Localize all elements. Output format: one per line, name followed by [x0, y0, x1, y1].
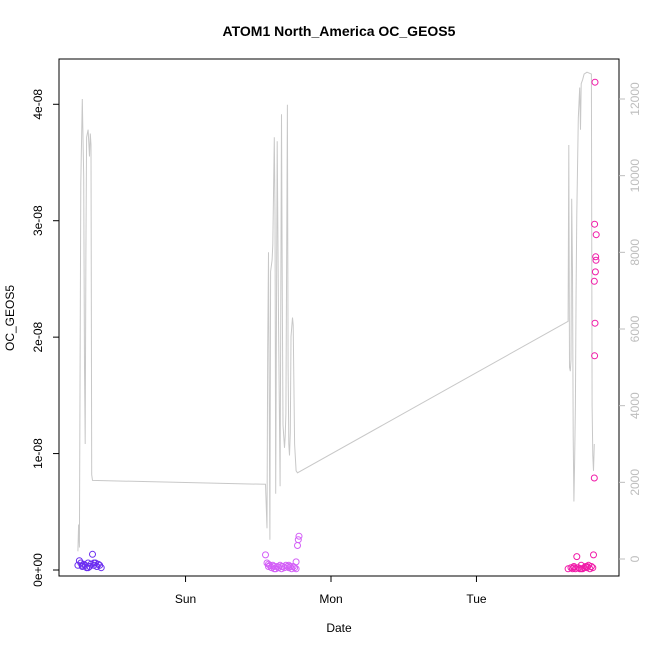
- data-point: [262, 551, 269, 559]
- data-point: [285, 561, 293, 569]
- x-axis-label: Date: [326, 621, 352, 635]
- y-tick-label: 1e-08: [31, 438, 45, 469]
- data-point: [591, 319, 599, 327]
- data-point: [89, 550, 96, 558]
- y2-tick-label: 2000: [628, 469, 642, 496]
- y2-tick-label: 12000: [628, 82, 642, 116]
- x-tick-label: Tue: [466, 592, 487, 606]
- data-point: [84, 564, 92, 572]
- points-layer: [74, 78, 600, 573]
- plot-frame: [58, 58, 620, 577]
- data-point: [90, 559, 98, 567]
- data-point: [265, 560, 272, 568]
- data-point: [587, 563, 595, 570]
- data-point: [592, 256, 600, 264]
- data-point: [592, 231, 600, 239]
- data-point: [592, 253, 600, 261]
- altitude-line-layer: [77, 71, 595, 552]
- data-point: [577, 565, 585, 573]
- y-axis: 0e+00 1e-08 2e-08 3e-08 4e-08: [31, 89, 59, 587]
- data-point: [294, 536, 302, 544]
- data-point: [270, 565, 278, 573]
- altitude-line: [77, 71, 595, 552]
- data-point: [591, 352, 599, 360]
- data-point: [591, 220, 599, 228]
- y-axis-label: OC_GEOS5: [3, 285, 17, 351]
- data-point: [583, 563, 591, 570]
- y2-tick-label: 6000: [628, 315, 642, 342]
- data-point: [570, 564, 578, 572]
- data-point: [591, 78, 599, 86]
- y2-tick-label: 0: [628, 555, 642, 562]
- y-tick-label: 0e+00: [31, 553, 45, 587]
- x-axis: Sun Mon Tue: [175, 576, 487, 606]
- data-point: [295, 532, 303, 540]
- data-point: [590, 474, 598, 482]
- data-point: [292, 565, 300, 573]
- x-tick-label: Mon: [319, 592, 342, 606]
- data-point: [573, 553, 581, 561]
- data-point: [97, 564, 105, 572]
- y-tick-label: 3e-08: [31, 205, 45, 236]
- data-point: [78, 561, 86, 569]
- y2-tick-label: 4000: [628, 392, 642, 419]
- y-tick-label: 2e-08: [31, 321, 45, 352]
- data-point: [591, 268, 599, 276]
- x-tick-label: Sun: [175, 592, 196, 606]
- y2-axis: 0 2000 4000 6000 8000 10000 12000: [619, 82, 642, 562]
- y2-tick-label: 8000: [628, 239, 642, 266]
- data-point: [590, 277, 598, 285]
- chart-title: ATOM1 North_America OC_GEOS5: [223, 23, 456, 39]
- data-point: [278, 563, 285, 570]
- data-point: [294, 542, 301, 549]
- y2-tick-label: 10000: [628, 159, 642, 193]
- data-point: [590, 551, 597, 559]
- data-point: [292, 558, 300, 566]
- y-tick-label: 4e-08: [31, 89, 45, 120]
